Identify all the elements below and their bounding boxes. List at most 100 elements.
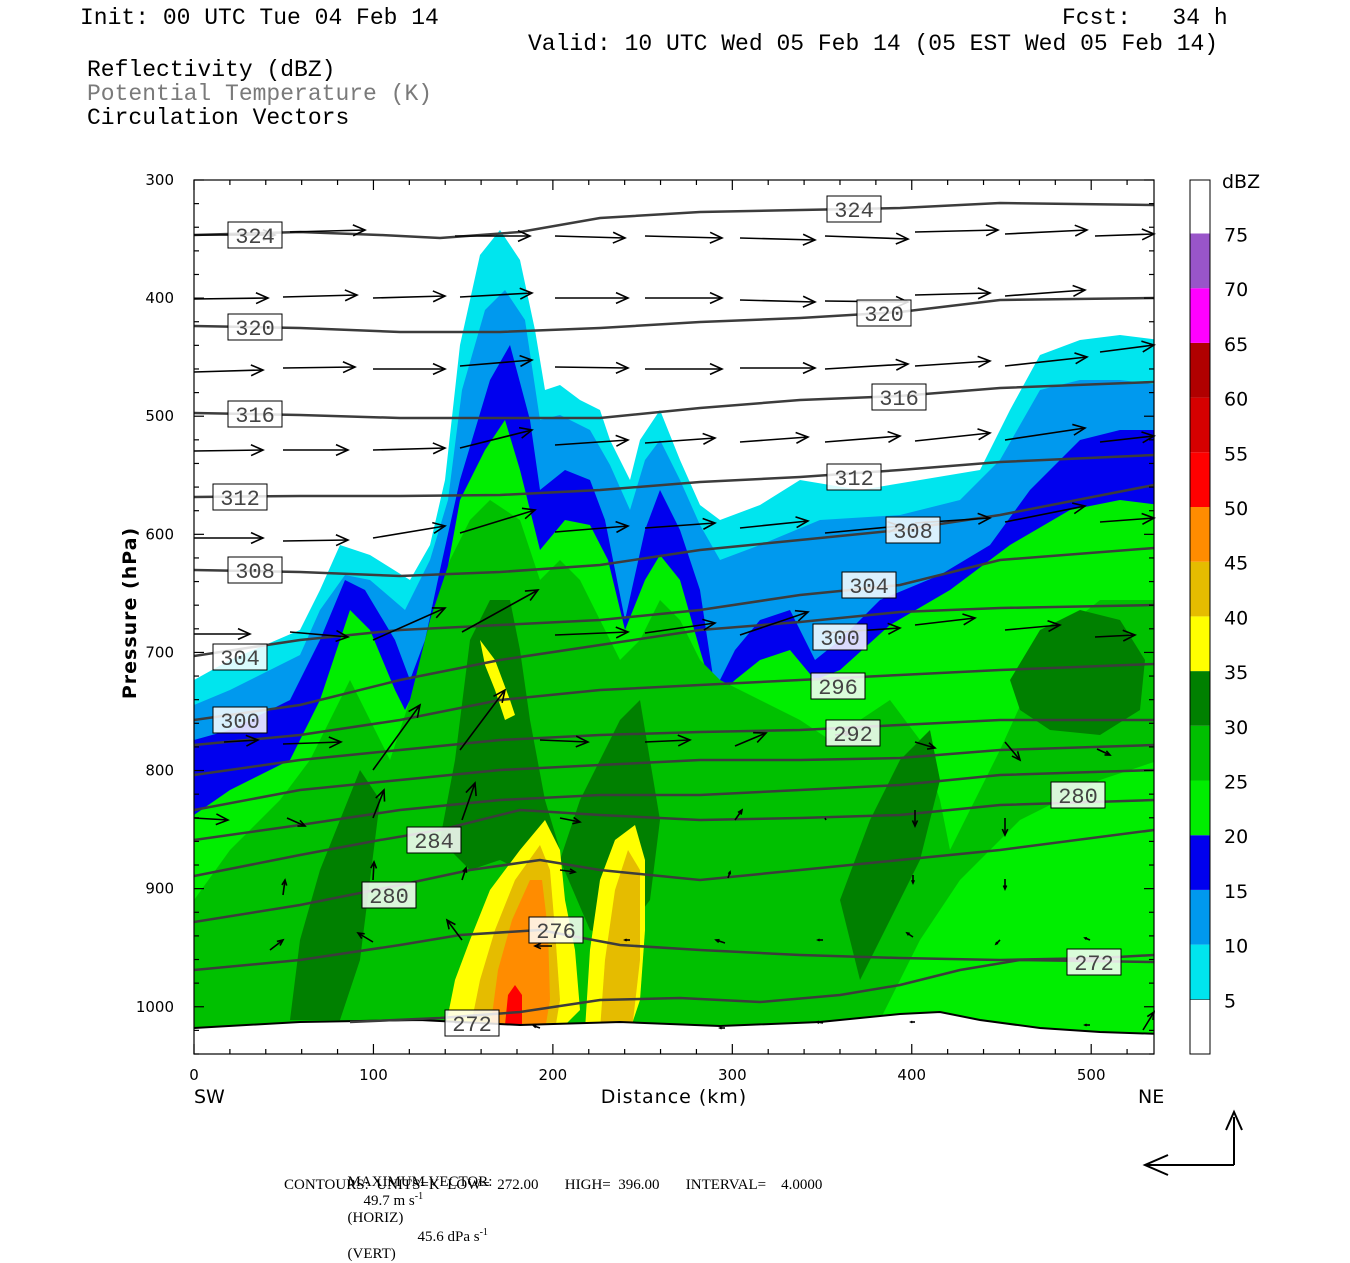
vector-arrowhead <box>887 622 902 635</box>
colorbar-swatch <box>1190 233 1210 289</box>
vector-arrowhead <box>1071 502 1087 515</box>
vector-arrowhead <box>615 291 630 305</box>
svg-text:316: 316 <box>235 404 275 429</box>
vector-arrowhead <box>816 938 821 942</box>
vector-arrow <box>739 611 809 636</box>
vector-arrowhead <box>517 229 532 243</box>
x-axis: 0 100 200 300 400 500 <box>189 180 1128 1084</box>
vector-arrowhead <box>615 520 630 534</box>
y-axis: 300 400 500 600 700 800 900 1000 <box>136 171 1154 1055</box>
vector-arrow <box>286 817 306 827</box>
vector-arrow <box>824 435 901 443</box>
vector-arrowhead <box>615 434 630 447</box>
y-tick-label: 800 <box>145 762 174 780</box>
vector-arrow <box>559 817 581 823</box>
theta-320 <box>194 296 1154 334</box>
vector-arrowhead <box>335 629 350 643</box>
label-ne: NE <box>1138 1086 1165 1108</box>
vector-arrow <box>914 292 991 296</box>
vector-arrowhead <box>727 870 732 875</box>
vector-arrowhead <box>524 589 540 602</box>
vector-arrow <box>734 732 767 747</box>
x-tick-label: 200 <box>539 1066 568 1084</box>
x-tick-label: 100 <box>359 1066 388 1084</box>
contour-label: 316 <box>227 400 283 429</box>
theta-308 <box>194 483 1154 578</box>
vector-arrowhead <box>709 362 724 376</box>
vector-arrowhead <box>445 918 456 930</box>
vector-arrowhead <box>1074 224 1089 237</box>
vector-arrow <box>223 739 259 743</box>
svg-text:300: 300 <box>820 627 860 652</box>
vector-arrowhead <box>521 507 537 520</box>
vector-arrowhead <box>462 866 468 873</box>
vector-arrowhead <box>431 607 447 619</box>
vector-arrow <box>372 525 446 539</box>
vector-arrowhead <box>718 1026 723 1030</box>
svg-text:312: 312 <box>220 487 260 512</box>
vector-arrowhead <box>344 289 359 302</box>
vector-arrow <box>914 741 936 749</box>
vector-arrow <box>739 520 809 529</box>
svg-text:304: 304 <box>849 575 889 600</box>
vector-arrow <box>459 359 533 367</box>
reflectivity-field <box>194 201 1154 1054</box>
colorbar-swatch <box>1190 178 1210 234</box>
vector-arrowhead <box>1002 885 1008 891</box>
vector-arrowhead <box>432 362 447 376</box>
vector-arrow <box>1099 517 1155 523</box>
contour-label: 304 <box>841 571 897 600</box>
contour-label: 280 <box>361 881 417 910</box>
vector-arrowhead <box>237 627 252 641</box>
vector-arrowhead <box>465 781 477 797</box>
vector-arrowhead <box>1141 431 1156 444</box>
colorbar-swatch <box>1190 671 1210 726</box>
vector-arrowhead <box>1072 284 1087 297</box>
vector-arrowhead <box>702 432 717 445</box>
y-tick-label: 500 <box>145 407 174 425</box>
colorbar-swatch <box>1190 616 1210 672</box>
colorbar-level: 20 <box>1224 826 1248 848</box>
svg-text:308: 308 <box>893 520 933 545</box>
theta-292 <box>194 718 1154 777</box>
vector-arrowhead <box>335 443 350 457</box>
refl-30-e <box>1010 610 1145 735</box>
vector-arrow <box>1094 233 1155 237</box>
forecast-hour: Fcst: 34 h <box>1062 5 1228 31</box>
field-reflectivity: Reflectivity (dBZ) <box>87 57 336 83</box>
vector-arrowhead <box>977 512 992 525</box>
vector-arrowhead <box>977 355 992 368</box>
vector-arrow <box>824 817 827 821</box>
svg-text:320: 320 <box>235 317 275 342</box>
contour-label: 320 <box>856 299 912 328</box>
vector-arrowhead <box>250 364 265 377</box>
vector-arrowhead <box>250 531 265 545</box>
vector-arrowhead <box>352 224 367 237</box>
vector-arrow <box>289 229 366 233</box>
vector-arrowhead <box>1083 1023 1088 1027</box>
colorbar-level: 10 <box>1224 936 1248 958</box>
vector-arrowhead <box>342 361 357 374</box>
vector-arrow <box>459 292 533 298</box>
x-tick-label: 400 <box>897 1066 926 1084</box>
colorbar-swatch <box>1190 288 1210 343</box>
vector-arrowhead <box>794 609 810 622</box>
vector-arrowhead <box>1104 750 1112 756</box>
contour-label: 296 <box>810 672 866 701</box>
vector-arrow <box>554 525 629 533</box>
theta-312 <box>194 453 1154 499</box>
vector-arrowhead <box>911 879 915 885</box>
colorbar-frame <box>1189 179 1211 1055</box>
circulation-vectors <box>193 224 1156 1031</box>
svg-text:320: 320 <box>864 303 904 328</box>
vector-arrow <box>1099 435 1155 443</box>
max-vector-label: MAXIMUM VECTOR: <box>347 1174 493 1190</box>
y-tick-label: 1000 <box>136 998 174 1016</box>
colorbar: 5 10 15 20 25 30 35 40 45 50 55 60 65 70 75 dBZ <box>1189 171 1260 1055</box>
vector-arrowhead <box>1001 828 1009 837</box>
vector-arrowhead <box>335 534 350 547</box>
svg-text:284: 284 <box>414 830 454 855</box>
y-tick-label: 900 <box>145 880 174 898</box>
theta-300 <box>194 603 1154 722</box>
vector-arrow <box>739 237 816 241</box>
